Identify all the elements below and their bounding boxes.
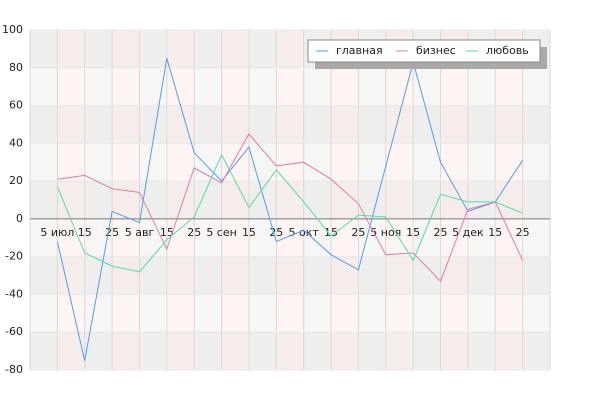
y-tick-label: 0 <box>16 212 23 225</box>
x-tick-label: 5 ноя <box>370 226 401 239</box>
row-band <box>30 257 550 295</box>
y-tick-label: -20 <box>5 250 23 263</box>
column-band <box>385 30 414 370</box>
y-tick-label: -80 <box>5 363 23 376</box>
row-band <box>30 106 550 144</box>
legend-label: главная <box>336 44 383 57</box>
legend <box>307 39 541 63</box>
column-band <box>276 30 304 370</box>
row-band <box>30 332 550 370</box>
series-line <box>57 133 524 283</box>
column-band <box>30 30 58 370</box>
x-tick-label: 15 <box>78 226 92 239</box>
y-tick-label: 20 <box>9 174 23 187</box>
x-tick-label: 25 <box>351 226 365 239</box>
y-tick-label: 40 <box>9 136 23 149</box>
column-band <box>221 30 249 370</box>
series-line <box>56 153 523 273</box>
legend-label: бизнес <box>416 44 456 57</box>
column-band <box>112 30 140 370</box>
x-tick-label: 15 <box>160 226 174 239</box>
x-tick-label: 25 <box>516 226 530 239</box>
series-line <box>56 58 524 361</box>
column-band <box>467 30 496 370</box>
x-tick-label: 5 окт <box>289 226 320 239</box>
column-band <box>522 30 550 370</box>
x-tick-label: 25 <box>434 226 448 239</box>
x-tick-label: 15 <box>324 226 338 239</box>
column-band <box>248 30 277 370</box>
x-tick-label: 15 <box>488 226 502 239</box>
y-tick-label: 80 <box>9 61 23 74</box>
x-tick-label: 25 <box>269 226 283 239</box>
x-tick-label: 15 <box>242 226 256 239</box>
y-tick-label: 100 <box>2 23 23 36</box>
column-band <box>84 30 113 370</box>
column-band <box>495 30 523 370</box>
column-band <box>57 30 85 370</box>
y-tick-label: 60 <box>9 99 23 112</box>
column-band <box>303 30 332 370</box>
x-tick-label: 5 июл <box>40 226 74 239</box>
x-tick-label: 25 <box>187 226 201 239</box>
y-tick-label: -60 <box>5 325 23 338</box>
column-band <box>166 30 195 370</box>
x-tick-label: 5 сен <box>206 226 237 239</box>
column-band <box>440 30 468 370</box>
legend-label: любовь <box>486 44 529 57</box>
x-tick-label: 15 <box>406 226 420 239</box>
column-band <box>194 30 222 370</box>
y-tick-label: -40 <box>5 287 23 300</box>
column-band <box>413 30 441 370</box>
column-band <box>358 30 386 370</box>
x-tick-label: 5 авг <box>125 226 155 239</box>
